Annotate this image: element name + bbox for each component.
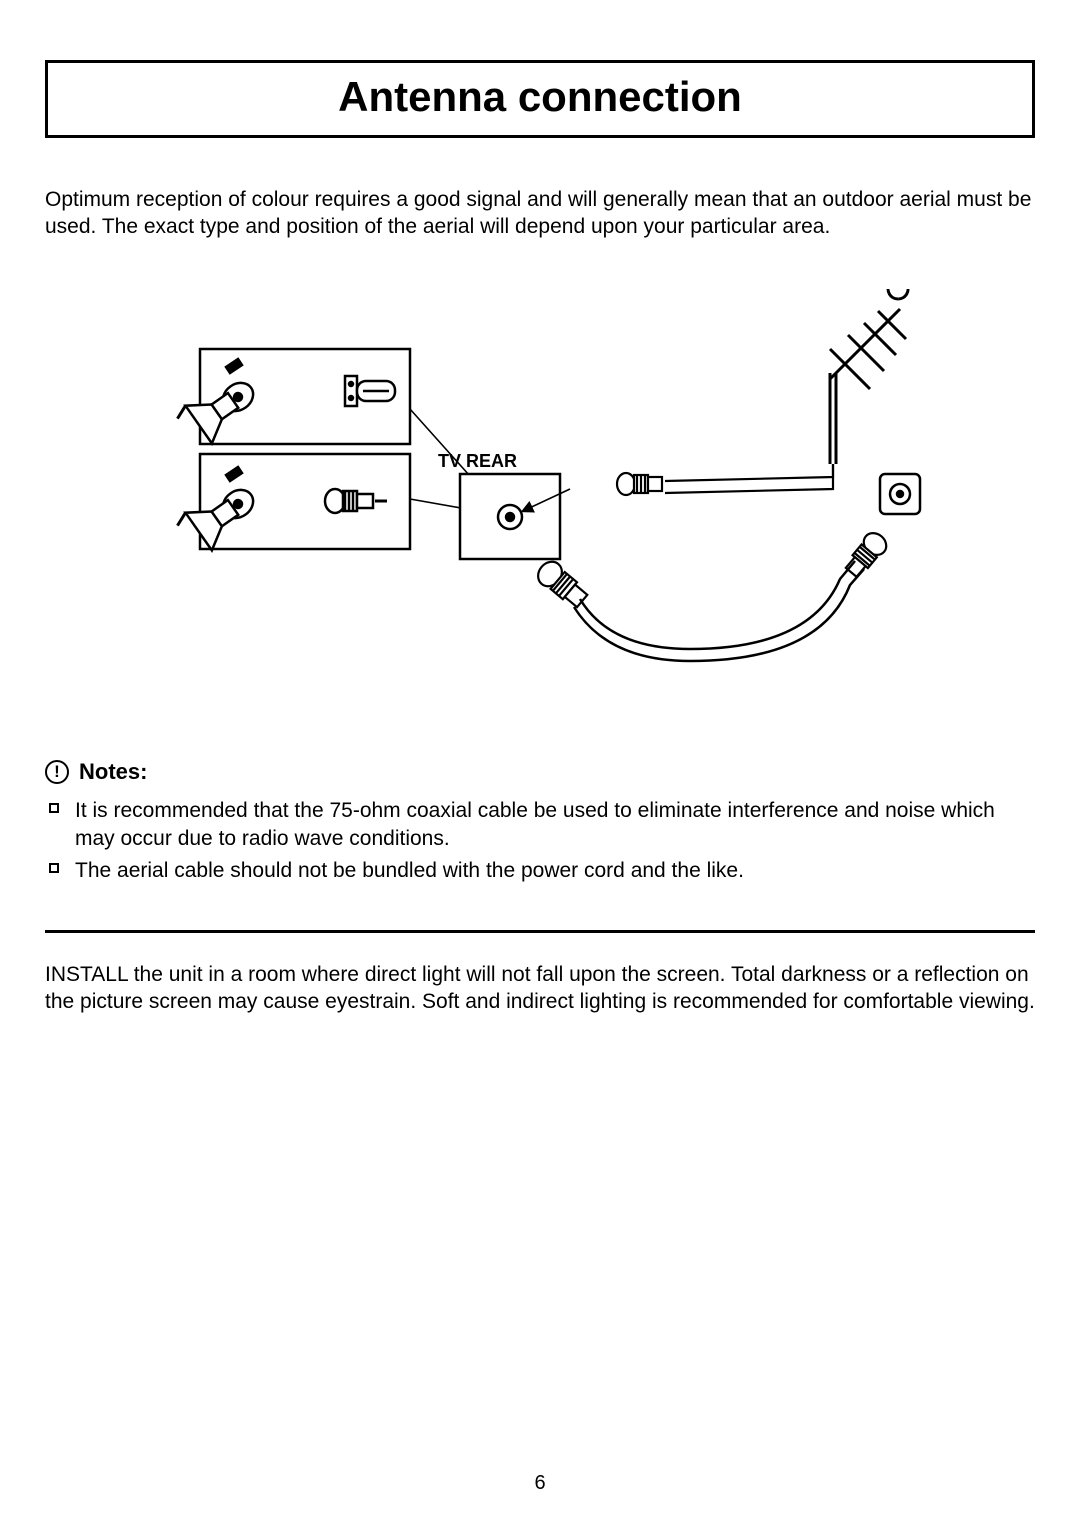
tv-rear-box	[460, 474, 560, 559]
notes-heading-row: ! Notes:	[45, 759, 1035, 785]
manual-page: Antenna connection Optimum reception of …	[0, 0, 1080, 1527]
tv-rear-label: TV REAR	[438, 451, 517, 471]
note-text: It is recommended that the 75-ohm coaxia…	[75, 797, 1035, 854]
wall-socket-icon	[880, 474, 920, 514]
notes-heading: Notes:	[79, 759, 147, 785]
list-item: The aerial cable should not be bundled w…	[45, 857, 1035, 885]
notes-list: It is recommended that the 75-ohm coaxia…	[45, 797, 1035, 886]
info-icon: !	[45, 760, 69, 784]
intro-paragraph: Optimum reception of colour requires a g…	[45, 186, 1035, 241]
note-text: The aerial cable should not be bundled w…	[75, 857, 744, 885]
notes-section: ! Notes: It is recommended that the 75-o…	[45, 759, 1035, 886]
page-number: 6	[0, 1472, 1080, 1495]
square-bullet-icon	[49, 863, 59, 873]
connector-callout-bottom	[174, 454, 410, 558]
page-title: Antenna connection	[45, 60, 1035, 138]
connector-callout-top	[174, 349, 410, 451]
square-bullet-icon	[49, 803, 59, 813]
antenna-diagram: TV REAR	[130, 289, 950, 669]
list-item: It is recommended that the 75-ohm coaxia…	[45, 797, 1035, 854]
diagram-container: TV REAR	[45, 289, 1035, 669]
install-paragraph: INSTALL the unit in a room where direct …	[45, 961, 1035, 1016]
antenna-cable	[665, 464, 833, 481]
coax-inline-connector	[617, 473, 662, 495]
divider	[45, 930, 1035, 933]
coax-plug-wall	[842, 528, 891, 579]
outdoor-antenna-icon	[830, 289, 908, 464]
cable-path	[580, 561, 855, 649]
